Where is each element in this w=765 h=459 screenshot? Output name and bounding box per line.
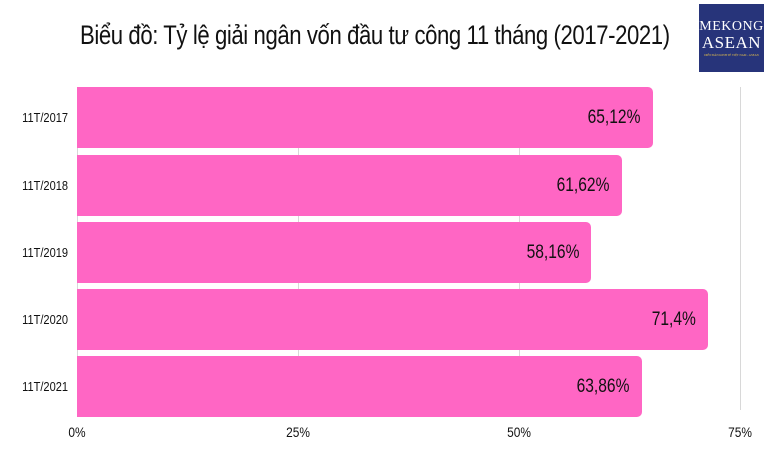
bar: 58,16%	[77, 222, 592, 283]
bar-value-label: 65,12%	[587, 107, 641, 128]
category-label: 11T/2021	[22, 379, 68, 394]
bar: 63,86%	[77, 356, 642, 417]
bar-value-label: 63,86%	[576, 376, 630, 397]
bar-value-label: 61,62%	[556, 175, 610, 196]
logo-line2: ASEAN	[701, 33, 762, 52]
x-tick-label: 0%	[68, 424, 86, 440]
mekong-asean-logo: MEKONG ASEAN DIỄN ĐÀN KINH TẾ VIỆT NAM -…	[699, 4, 764, 72]
x-tick-label: 25%	[286, 424, 310, 440]
category-label: 11T/2017	[22, 110, 68, 125]
chart-title: Biểu đồ: Tỷ lệ giải ngân vốn đầu tư công…	[80, 20, 670, 50]
bar: 65,12%	[77, 87, 653, 148]
gridline-75	[740, 87, 741, 410]
bar: 71,4%	[77, 289, 709, 350]
logo-tagline: DIỄN ĐÀN KINH TẾ VIỆT NAM - ASEAN	[704, 53, 759, 57]
x-tick-label: 50%	[507, 424, 531, 440]
x-tick-label: 75%	[728, 424, 752, 440]
category-label: 11T/2020	[22, 312, 68, 327]
bar-value-label: 58,16%	[526, 242, 580, 263]
category-label: 11T/2019	[22, 245, 68, 260]
logo-line1: MEKONG	[699, 19, 764, 34]
bar: 61,62%	[77, 155, 622, 216]
category-label: 11T/2018	[22, 178, 68, 193]
bar-value-label: 71,4%	[651, 309, 697, 330]
